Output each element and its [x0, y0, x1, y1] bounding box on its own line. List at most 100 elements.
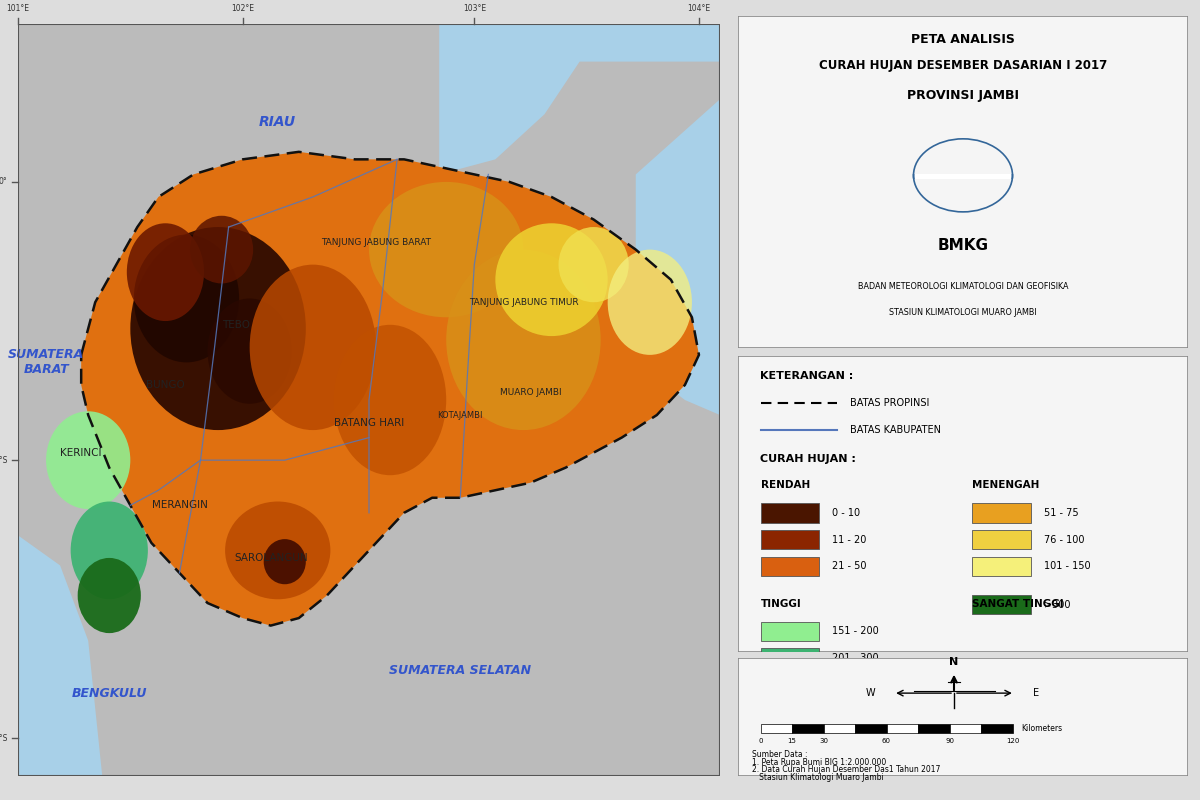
Text: 21 - 50: 21 - 50	[833, 561, 866, 571]
Text: 51 - 75: 51 - 75	[1044, 508, 1079, 518]
Text: PROVINSI JAMBI: PROVINSI JAMBI	[907, 89, 1019, 102]
FancyBboxPatch shape	[920, 150, 1006, 159]
Text: RENDAH: RENDAH	[761, 480, 810, 490]
FancyBboxPatch shape	[923, 180, 1003, 190]
Text: 2. Data Curah Hujan Desember Das1 Tahun 2017: 2. Data Curah Hujan Desember Das1 Tahun …	[751, 766, 940, 774]
Ellipse shape	[134, 234, 239, 362]
Text: 201 - 300: 201 - 300	[833, 653, 880, 663]
Bar	[761, 557, 818, 576]
FancyBboxPatch shape	[920, 160, 1006, 170]
Text: SUMATERA SELATAN: SUMATERA SELATAN	[389, 664, 532, 678]
Bar	[792, 724, 823, 734]
Text: BMKG: BMKG	[937, 238, 989, 254]
Ellipse shape	[46, 411, 131, 509]
Text: 0: 0	[758, 738, 763, 744]
Text: 60: 60	[882, 738, 890, 744]
Bar	[972, 503, 1031, 522]
Bar	[890, 179, 1040, 215]
Bar	[854, 724, 887, 734]
Ellipse shape	[334, 325, 446, 475]
Text: TINGGI: TINGGI	[761, 598, 802, 609]
Ellipse shape	[370, 182, 523, 318]
Text: 1°S: 1°S	[0, 456, 7, 465]
Ellipse shape	[78, 558, 140, 633]
Bar	[761, 503, 818, 522]
Text: 2°S: 2°S	[0, 734, 7, 743]
Text: Stasiun Klimatologi Muaro Jambi: Stasiun Klimatologi Muaro Jambi	[751, 773, 883, 782]
Bar	[761, 724, 792, 734]
Text: 0°: 0°	[0, 178, 7, 186]
FancyBboxPatch shape	[923, 198, 1003, 206]
Bar	[949, 724, 982, 734]
Ellipse shape	[264, 539, 306, 584]
Bar	[890, 137, 1040, 174]
Bar	[920, 148, 1006, 151]
Ellipse shape	[607, 250, 692, 355]
Text: 1. Peta Rupa Bumi BIG 1:2.000.000: 1. Peta Rupa Bumi BIG 1:2.000.000	[751, 758, 886, 766]
Polygon shape	[18, 535, 102, 776]
Text: KETERANGAN :: KETERANGAN :	[761, 371, 853, 381]
Bar	[887, 724, 918, 734]
Text: 120: 120	[1006, 738, 1019, 744]
Text: >300: >300	[1044, 600, 1070, 610]
Bar	[918, 724, 949, 734]
Text: 76 - 100: 76 - 100	[1044, 534, 1085, 545]
Text: 30: 30	[818, 738, 828, 744]
Polygon shape	[82, 152, 698, 626]
Bar	[920, 157, 1006, 161]
Bar	[982, 724, 1013, 734]
Text: BADAN METEOROLOGI KLIMATOLOGI DAN GEOFISIKA: BADAN METEOROLOGI KLIMATOLOGI DAN GEOFIS…	[858, 282, 1068, 290]
Bar	[972, 595, 1031, 614]
Text: TANJUNG JABUNG BARAT: TANJUNG JABUNG BARAT	[322, 238, 431, 246]
Text: BATANG HARI: BATANG HARI	[334, 418, 404, 427]
Ellipse shape	[190, 216, 253, 283]
Text: 0 - 10: 0 - 10	[833, 508, 860, 518]
FancyBboxPatch shape	[920, 144, 1006, 151]
Ellipse shape	[208, 298, 292, 404]
Ellipse shape	[226, 502, 330, 599]
Text: BUNGO: BUNGO	[146, 380, 185, 390]
Text: TANJUNG JABUNG TIMUR: TANJUNG JABUNG TIMUR	[469, 298, 578, 306]
Text: CURAH HUJAN :: CURAH HUJAN :	[761, 454, 857, 464]
Text: MERANGIN: MERANGIN	[151, 500, 208, 510]
Text: TEBO: TEBO	[222, 320, 250, 330]
Text: MENENGAH: MENENGAH	[972, 480, 1039, 490]
Text: KOTAJAMBI: KOTAJAMBI	[438, 410, 484, 419]
Text: 151 - 200: 151 - 200	[833, 626, 880, 636]
Text: 101°E: 101°E	[6, 4, 30, 13]
Polygon shape	[439, 24, 720, 174]
Ellipse shape	[446, 250, 601, 430]
Text: 15: 15	[787, 738, 797, 744]
Text: Sumber Data :: Sumber Data :	[751, 750, 808, 759]
Text: 11 - 20: 11 - 20	[833, 534, 866, 545]
Ellipse shape	[496, 223, 607, 336]
Text: Kilometers: Kilometers	[1021, 724, 1063, 733]
Bar	[823, 724, 854, 734]
Text: BATAS PROPINSI: BATAS PROPINSI	[851, 398, 930, 408]
Text: STASIUN KLIMATOLOGI MUARO JAMBI: STASIUN KLIMATOLOGI MUARO JAMBI	[889, 308, 1037, 317]
Polygon shape	[636, 99, 720, 415]
Text: W: W	[865, 688, 875, 698]
Circle shape	[913, 139, 1013, 212]
Ellipse shape	[558, 227, 629, 302]
Text: MUARO JAMBI: MUARO JAMBI	[499, 388, 562, 397]
Text: KERINCI: KERINCI	[60, 448, 102, 458]
Text: 90: 90	[946, 738, 954, 744]
Bar	[972, 557, 1031, 576]
Text: SUMATERA
BARAT: SUMATERA BARAT	[8, 349, 84, 376]
Text: SANGAT TINGGI: SANGAT TINGGI	[972, 598, 1063, 609]
Ellipse shape	[127, 223, 204, 321]
Bar	[761, 622, 818, 641]
Text: N: N	[949, 657, 959, 667]
Text: RIAU: RIAU	[259, 114, 296, 129]
Text: PETA ANALISIS: PETA ANALISIS	[911, 33, 1015, 46]
FancyBboxPatch shape	[923, 190, 1003, 198]
Text: 103°E: 103°E	[463, 4, 486, 13]
Text: 102°E: 102°E	[232, 4, 254, 13]
Bar	[761, 530, 818, 549]
Text: BENGKULU: BENGKULU	[72, 686, 148, 700]
Text: 104°E: 104°E	[688, 4, 710, 13]
Text: BATAS KABUPATEN: BATAS KABUPATEN	[851, 425, 942, 435]
Ellipse shape	[71, 502, 148, 599]
Ellipse shape	[250, 265, 376, 430]
